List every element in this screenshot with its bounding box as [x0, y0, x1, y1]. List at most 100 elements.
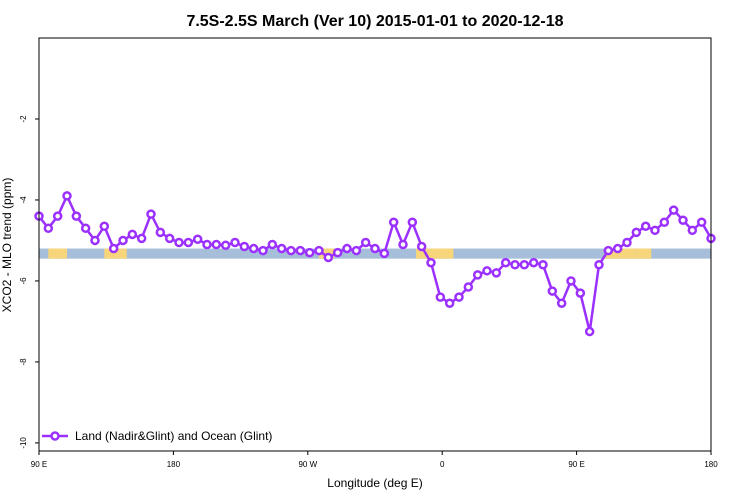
x-axis-ticks: 90 E 180 90 W 0 90 E 180 — [31, 451, 718, 469]
data-point — [220, 240, 231, 251]
legend: Land (Nadir&Glint) and Ocean (Glint) — [42, 429, 272, 443]
land-segment — [604, 248, 637, 259]
data-point — [566, 276, 576, 286]
y-tick-label: -8 — [19, 358, 28, 366]
data-point — [99, 221, 110, 232]
data-point — [444, 298, 455, 308]
data-point — [342, 243, 352, 254]
data-point — [183, 237, 194, 248]
data-point — [90, 235, 100, 246]
data-point — [659, 217, 670, 227]
data-point — [332, 247, 343, 258]
data-point — [678, 215, 688, 225]
data-point — [584, 326, 595, 337]
x-tick-label: 90 W — [298, 460, 317, 469]
data-point — [127, 229, 138, 240]
y-tick-label: -4 — [19, 196, 28, 204]
data-point — [556, 298, 567, 308]
data-point — [118, 235, 128, 246]
data-point — [230, 237, 240, 248]
x-tick-label: 180 — [167, 460, 181, 469]
data-point — [528, 257, 539, 268]
data-point — [155, 227, 166, 238]
legend-marker — [50, 431, 60, 441]
chart-title: 7.5S-2.5S March (Ver 10) 2015-01-01 to 2… — [186, 13, 563, 30]
data-point — [286, 245, 296, 256]
data-point — [472, 270, 483, 280]
data-point — [575, 288, 586, 298]
x-tick-label: 0 — [440, 460, 445, 469]
data-point — [370, 243, 380, 254]
data-point — [80, 223, 91, 234]
data-point — [304, 247, 315, 258]
data-point — [136, 233, 147, 244]
y-axis-label: XCO2 - MLO trend (ppm) — [0, 178, 14, 313]
data-point — [62, 191, 72, 201]
y-tick-label: -2 — [19, 115, 28, 123]
data-point — [360, 237, 371, 248]
data-point — [174, 237, 184, 248]
data-point — [435, 292, 446, 302]
data-point — [52, 211, 63, 221]
data-point — [43, 223, 54, 234]
data-point — [696, 217, 707, 227]
land-segment — [434, 248, 454, 259]
land-segment — [416, 248, 441, 259]
data-point — [416, 241, 427, 252]
data-point — [631, 227, 642, 238]
data-point — [519, 259, 530, 270]
data-point — [108, 243, 119, 254]
land-segment — [636, 248, 652, 259]
data-point — [612, 243, 623, 254]
series-group — [34, 191, 716, 337]
data-point — [323, 252, 334, 263]
land-segment — [104, 248, 127, 259]
plot-frame — [38, 37, 712, 452]
data-point — [538, 259, 548, 270]
data-point — [71, 211, 82, 221]
data-point — [622, 237, 632, 248]
data-point — [295, 245, 306, 256]
data-point — [239, 241, 250, 252]
data-point — [650, 225, 660, 236]
data-point — [463, 282, 474, 292]
data-point — [482, 266, 492, 276]
x-tick-label: 90 E — [568, 460, 584, 469]
data-point — [398, 239, 408, 250]
data-point — [192, 234, 203, 244]
data-point — [426, 257, 436, 268]
y-tick-label: -10 — [19, 437, 28, 449]
y-axis-ticks: -2 -4 -6 -8 -10 — [19, 115, 39, 449]
data-point — [388, 217, 399, 227]
data-point — [379, 248, 390, 259]
data-point — [164, 233, 175, 244]
x-tick-label: 180 — [704, 460, 718, 469]
data-point — [547, 286, 558, 296]
data-point — [146, 209, 156, 219]
y-tick-label: -6 — [19, 277, 28, 285]
data-point — [510, 259, 520, 270]
data-point — [491, 268, 502, 278]
data-point — [500, 257, 511, 268]
data-point — [276, 243, 287, 254]
data-point — [603, 245, 614, 256]
data-point — [640, 221, 651, 232]
x-axis-label: Longitude (deg E) — [327, 476, 422, 490]
data-point — [407, 217, 418, 227]
data-point — [314, 245, 324, 256]
x-tick-label: 90 E — [31, 460, 47, 469]
data-point — [258, 245, 268, 256]
data-point — [211, 239, 222, 250]
legend-label: Land (Nadir&Glint) and Ocean (Glint) — [75, 429, 272, 443]
data-point — [248, 243, 259, 254]
land-segment — [48, 248, 67, 259]
series-points — [34, 191, 716, 337]
data-point — [267, 239, 278, 250]
data-point — [687, 225, 698, 236]
data-point — [668, 205, 679, 215]
data-point — [351, 245, 362, 256]
data-point — [454, 292, 464, 302]
surface-band-ocean — [39, 248, 711, 259]
series-line — [38, 192, 713, 332]
